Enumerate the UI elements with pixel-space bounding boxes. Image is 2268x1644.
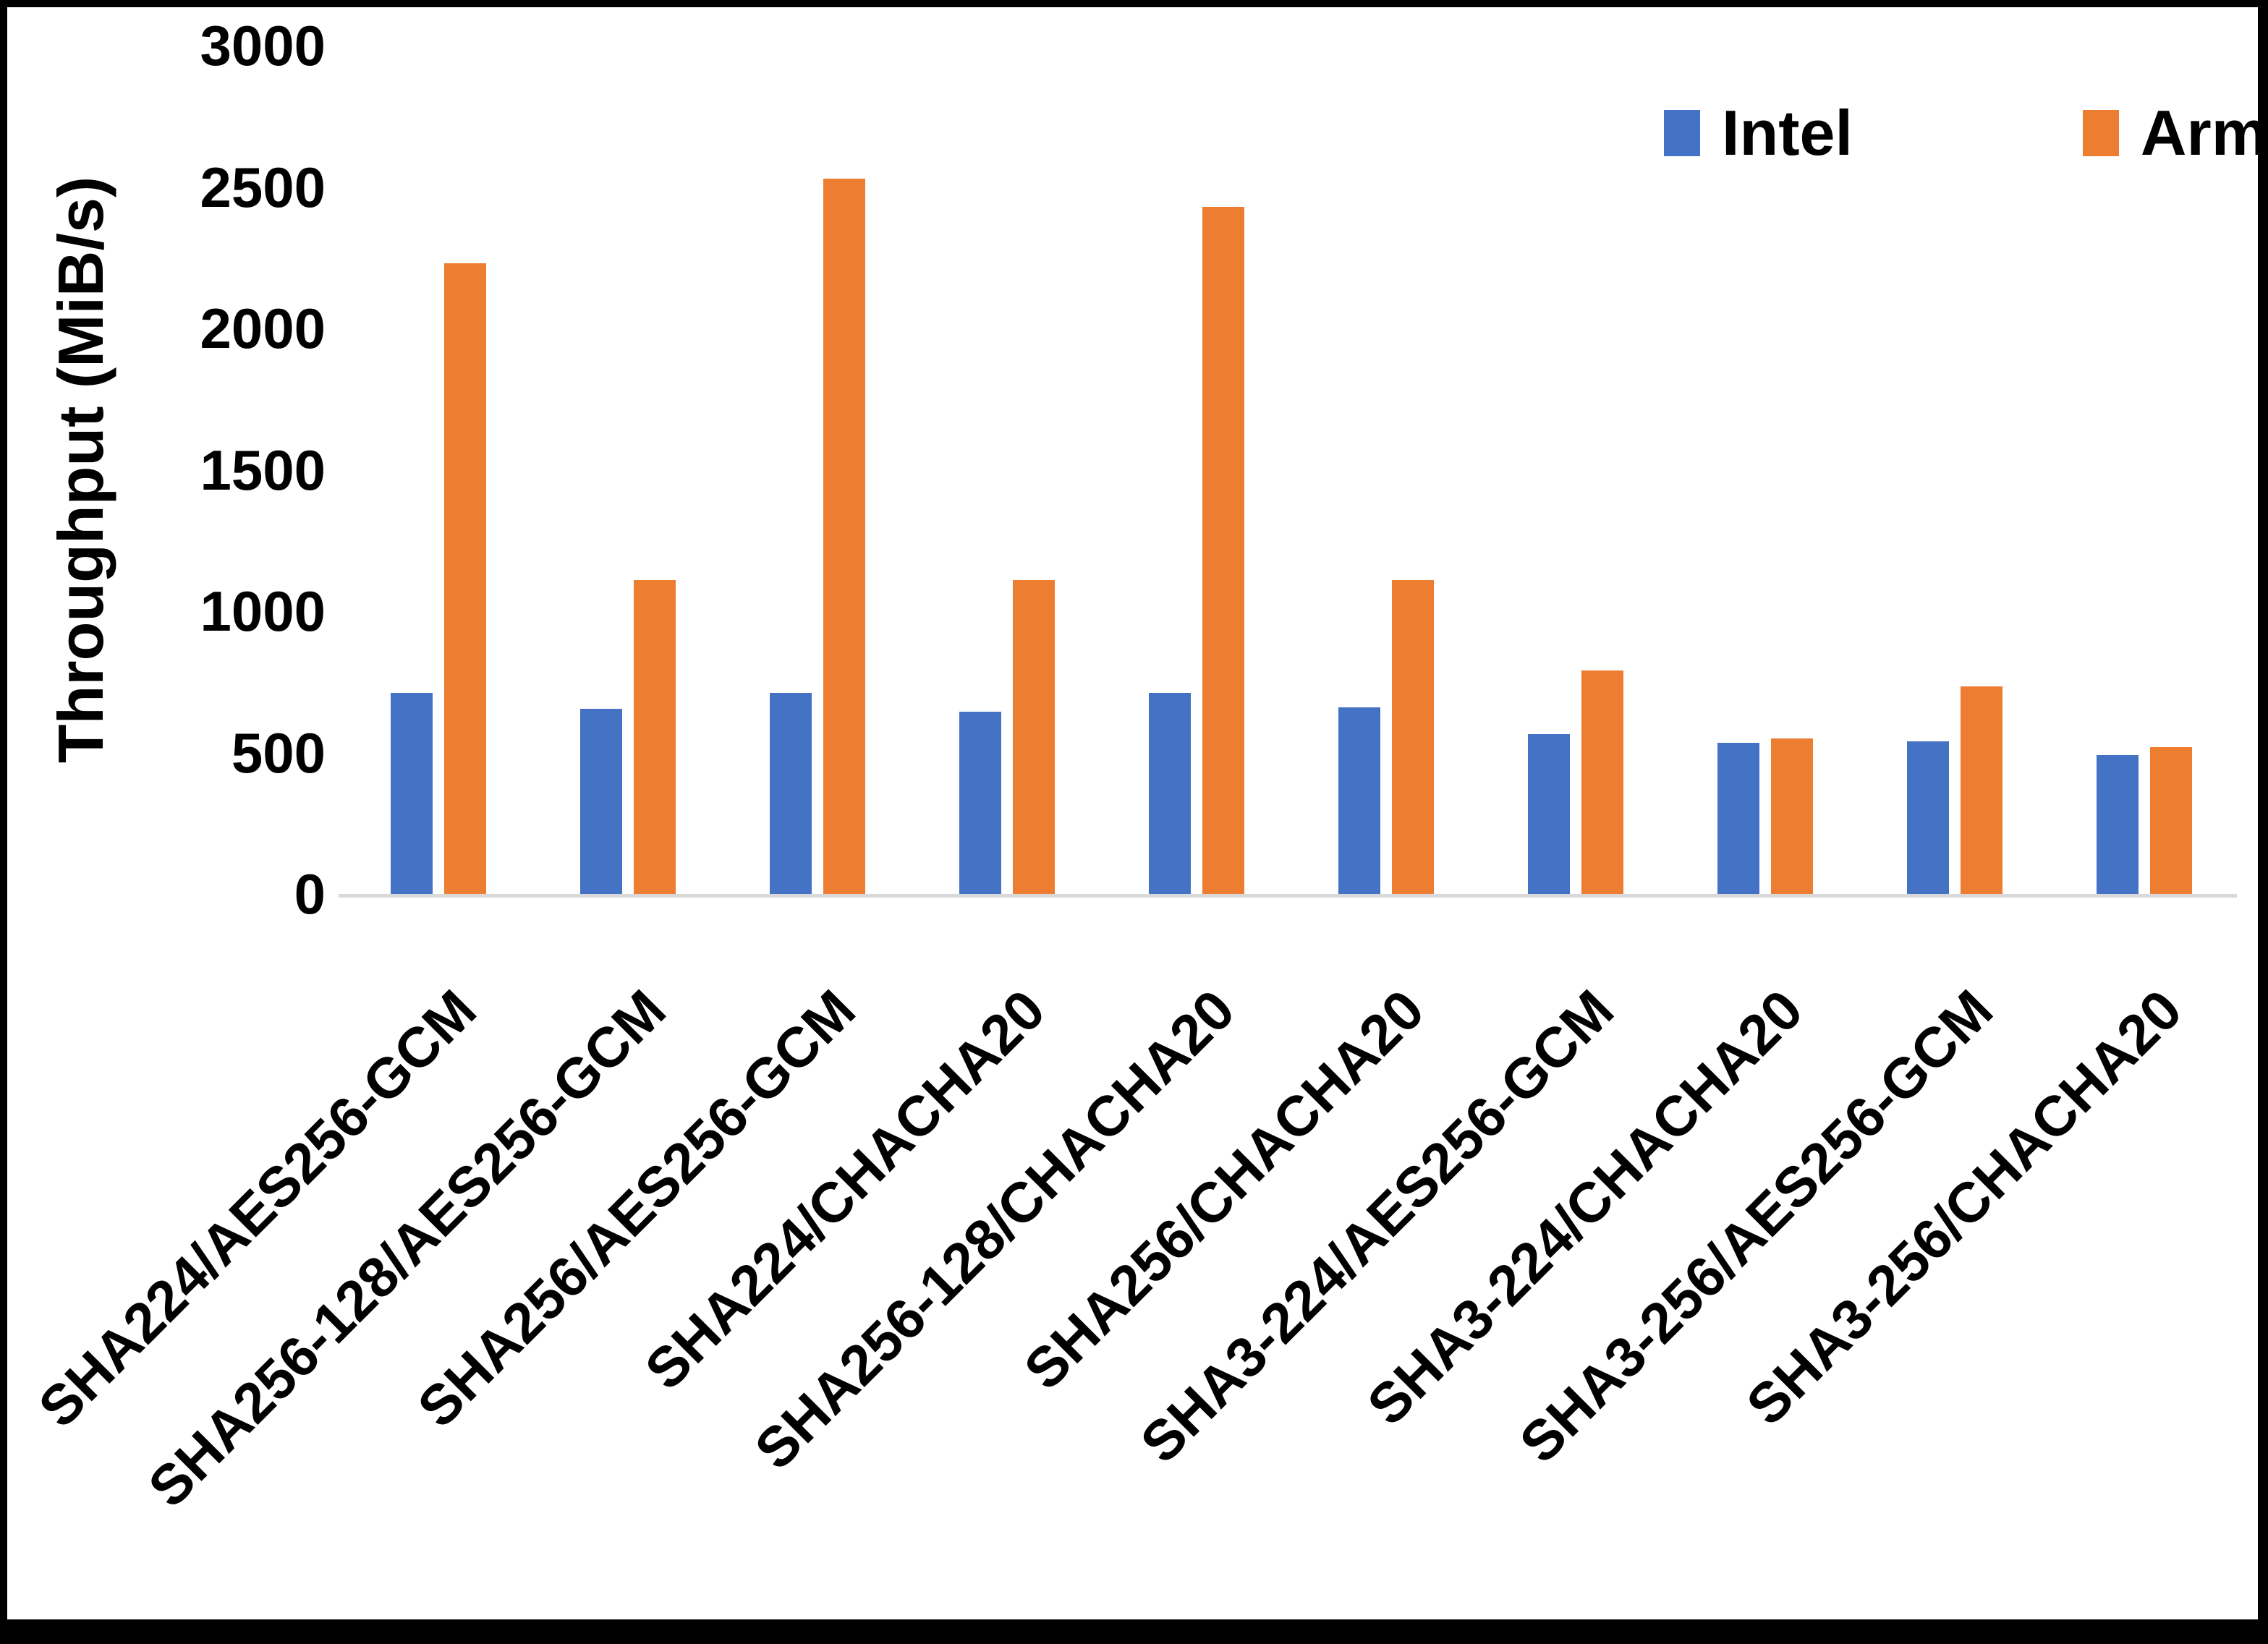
intel-bar [1338,707,1380,894]
y-axis-tick-label: 2500 [200,155,326,219]
intel-bar [1907,741,1949,894]
y-axis-tick-label: 2000 [200,297,326,360]
intel-bar [1717,742,1759,894]
intel-bar [959,711,1001,894]
y-axis-tick-label: 500 [231,720,326,785]
y-axis-tick-label: 1500 [200,438,326,502]
arm-bar [634,579,676,894]
arm-bar [1392,579,1434,894]
arm-bar [2150,746,2192,894]
legend-label-intel: Intel [1722,97,1853,169]
arm-bar [1771,738,1813,894]
intel-series-swatch-icon [1664,110,1700,156]
arm-bar [823,178,865,894]
legend-item-intel: Intel [1664,101,1853,165]
x-axis-line [339,894,2237,898]
arm-bar [444,263,486,894]
arm-bar [1581,670,1623,894]
arm-bar [1202,206,1244,894]
arm-bar [1013,579,1055,894]
intel-bar [580,708,622,894]
intel-bar [1149,693,1191,894]
y-axis-tick-label: 1000 [200,579,326,643]
intel-bar [1528,734,1570,894]
legend: Intel Arm [1664,97,2268,169]
arm-series-swatch-icon [2082,110,2119,156]
y-axis-tick-label: 0 [294,862,326,926]
intel-bar [391,693,433,894]
intel-bar [770,693,812,894]
legend-label-arm: Arm [2140,97,2268,169]
arm-bar [1961,686,2002,894]
legend-item-arm: Arm [2082,97,2268,169]
intel-bar [2097,755,2139,894]
y-axis-tick-label: 3000 [200,14,326,77]
